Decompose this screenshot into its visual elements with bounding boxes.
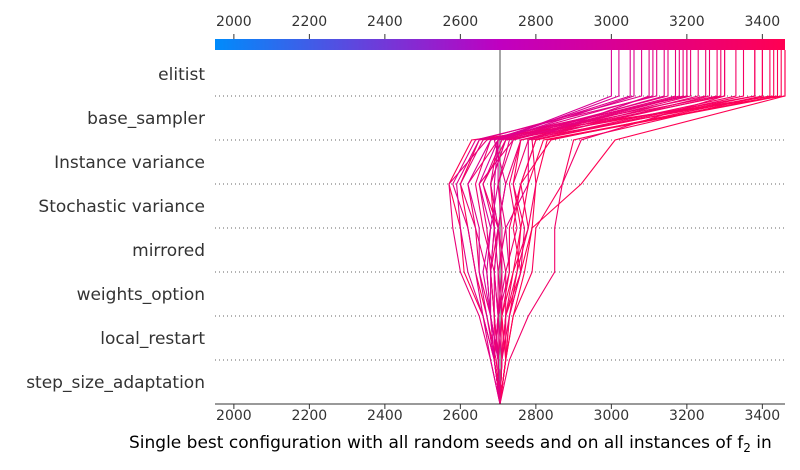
top-tick-label: 2000 <box>216 14 252 30</box>
decision-line <box>499 50 756 405</box>
bottom-tick-label: 3400 <box>745 408 781 424</box>
top-tick-label: 3200 <box>669 14 705 30</box>
feature-label: base_sampler <box>87 109 205 129</box>
bottom-tick-label: 2800 <box>518 408 554 424</box>
top-tick-label: 2800 <box>518 14 554 30</box>
decision-line <box>499 50 722 405</box>
bottom-tick-label: 2600 <box>443 408 479 424</box>
decision-line <box>497 50 650 405</box>
decision-line <box>478 50 692 405</box>
decision-line <box>493 50 684 405</box>
feature-label: Stochastic variance <box>38 197 205 217</box>
bottom-axis-ticks: 2000 2200 2400 2600 2800 3000 3200 3400 <box>216 404 780 424</box>
top-tick-label: 2200 <box>292 14 328 30</box>
decision-line <box>482 50 677 405</box>
decision-line <box>490 50 635 405</box>
colorbar <box>215 39 785 50</box>
decision-line <box>499 50 763 405</box>
top-tick-label: 3400 <box>745 14 781 30</box>
feature-labels: elitist base_sampler Instance variance Stoc… <box>26 65 205 393</box>
top-tick-label: 3000 <box>594 14 630 30</box>
decision-line <box>499 50 782 405</box>
x-axis-label-main: Single best configuration with all rando… <box>129 433 744 453</box>
decision-lines <box>448 50 786 405</box>
bottom-tick-label: 2000 <box>216 408 252 424</box>
feature-label: local_restart <box>100 329 205 349</box>
feature-label: weights_option <box>77 285 205 305</box>
top-axis-ticks: 2000 2200 2400 2600 2800 3000 3200 3400 <box>216 14 780 39</box>
bottom-tick-label: 2200 <box>292 408 328 424</box>
bottom-tick-label: 3200 <box>669 408 705 424</box>
decision-line <box>493 50 654 405</box>
x-axis-label-suffix: in <box>751 433 772 453</box>
decision-line <box>499 50 711 405</box>
x-axis-label: Single best configuration with all rando… <box>129 433 772 455</box>
decision-line <box>486 50 620 405</box>
decision-line <box>499 50 779 405</box>
decision-line <box>497 50 680 405</box>
feature-label: mirrored <box>132 241 205 261</box>
top-tick-label: 2400 <box>367 14 403 30</box>
decision-line <box>499 50 737 405</box>
feature-label: step_size_adaptation <box>26 373 205 393</box>
bottom-tick-label: 3000 <box>594 408 630 424</box>
decision-line <box>452 50 658 405</box>
decision-line <box>467 50 631 405</box>
feature-label: elitist <box>158 65 205 85</box>
feature-label: Instance variance <box>54 153 205 173</box>
top-tick-label: 2600 <box>443 14 479 30</box>
bottom-tick-label: 2400 <box>367 408 403 424</box>
decision-line <box>490 50 756 405</box>
x-axis-label-subscript: 2 <box>743 441 751 455</box>
